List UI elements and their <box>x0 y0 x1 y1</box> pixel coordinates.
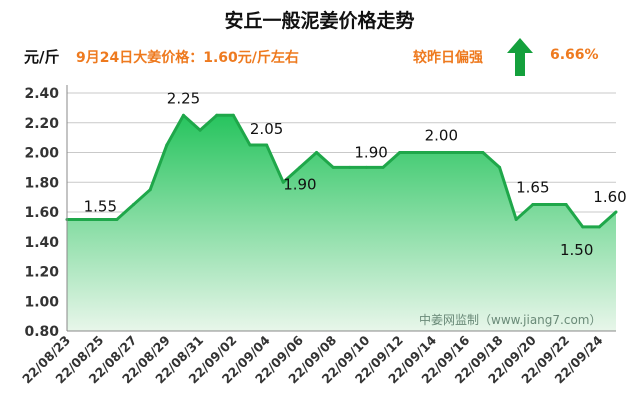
data-label: 1.55 <box>84 197 117 215</box>
watermark: 中姜网监制（www.jiang7.com） <box>419 313 602 327</box>
data-point <box>265 143 269 147</box>
y-tick-label: 2.40 <box>24 86 59 102</box>
data-point <box>98 217 102 221</box>
y-tick-label: 0.80 <box>24 324 59 340</box>
y-tick-label: 2.00 <box>24 146 59 162</box>
data-point <box>448 151 452 154</box>
data-point <box>564 203 568 207</box>
y-tick-label: 2.20 <box>24 116 59 132</box>
data-label: 1.90 <box>283 175 316 193</box>
series-line <box>67 113 617 229</box>
data-point <box>481 151 485 154</box>
data-point <box>132 203 136 207</box>
data-point <box>364 165 368 169</box>
data-label: 2.00 <box>425 127 458 145</box>
unit-label: 元/斤 <box>24 48 60 66</box>
data-label: 1.65 <box>516 179 549 197</box>
data-point <box>597 225 601 229</box>
data-point <box>398 151 402 154</box>
data-point <box>115 217 119 221</box>
y-tick-label: 1.80 <box>24 175 59 191</box>
price-headline: 9月24日大姜价格：1.60元/斤左右 <box>76 50 299 66</box>
data-point <box>614 210 618 214</box>
compare-label: 较昨日偏强 <box>413 50 483 66</box>
data-label: 1.60 <box>593 188 626 206</box>
series-area <box>67 115 616 331</box>
data-point <box>331 165 335 169</box>
y-tick-label: 1.60 <box>24 205 59 221</box>
data-point <box>464 151 468 154</box>
y-tick-label: 1.00 <box>24 294 59 310</box>
data-point <box>148 188 152 192</box>
data-label: 1.90 <box>354 143 387 161</box>
data-point <box>547 203 551 207</box>
data-label: 2.25 <box>167 89 200 107</box>
y-tick-label: 1.20 <box>24 265 59 281</box>
data-point <box>315 151 319 154</box>
data-point <box>198 128 202 132</box>
up-arrow-icon <box>507 38 533 76</box>
data-point <box>281 180 285 184</box>
data-label: 2.05 <box>250 120 283 138</box>
data-point <box>215 113 219 117</box>
data-point <box>231 113 235 117</box>
data-point <box>514 217 518 221</box>
data-point <box>414 151 418 154</box>
data-point <box>348 165 352 169</box>
data-point <box>381 165 385 169</box>
data-point <box>531 203 535 207</box>
data-point <box>498 165 502 169</box>
data-point <box>581 225 585 229</box>
data-point <box>248 143 252 147</box>
chart-title: 安丘一般泥姜价格走势 <box>224 10 415 32</box>
data-point <box>298 165 302 169</box>
y-tick-label: 1.40 <box>24 235 59 251</box>
data-point <box>165 143 169 147</box>
data-label: 1.50 <box>560 241 593 259</box>
data-point <box>82 217 86 221</box>
data-point <box>181 113 185 117</box>
data-point <box>431 151 435 154</box>
change-percent: 6.66% <box>550 47 599 63</box>
